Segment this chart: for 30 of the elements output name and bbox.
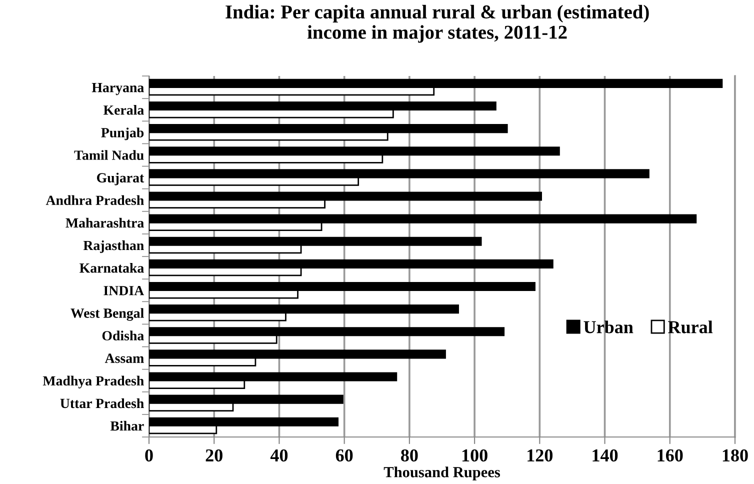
legend-label: Rural: [668, 320, 713, 334]
y-tick-label: Tamil Nadu: [74, 150, 144, 160]
chart-title: India: Per capita annual rural & urban (estimated) income in major states, 2011-12: [226, 4, 649, 43]
y-tick-label: Punjab: [101, 128, 144, 140]
y-tick-label: Rajasthan: [83, 240, 144, 253]
x-tick-label: 180: [722, 449, 748, 462]
x-tick-label: 40: [270, 449, 288, 462]
y-tick-label: West Bengal: [70, 308, 144, 321]
x-tick-label: 20: [206, 449, 222, 462]
y-tick-label: Odisha: [102, 330, 144, 340]
x-tick-label: 0: [145, 449, 153, 462]
x-tick-label: 140: [592, 449, 618, 462]
x-tick-label: 100: [462, 449, 488, 462]
x-tick-label: 60: [336, 449, 353, 462]
y-tick-label: INDIA: [104, 286, 144, 296]
y-tick-label: Kerala: [103, 105, 144, 115]
y-tick-label: Assam: [104, 354, 144, 363]
y-tick-label: Maharashtra: [66, 218, 144, 228]
y-tick-label: Madhya Pradesh: [42, 376, 144, 388]
y-tick-label: Uttar Pradesh: [60, 398, 144, 408]
x-tick-label: 160: [658, 449, 683, 462]
legend-label: Urban: [584, 320, 634, 334]
x-axis-title: Thousand Rupees: [384, 466, 500, 480]
y-tick-label: Bihar: [110, 420, 144, 431]
x-tick-label: 80: [401, 449, 418, 462]
y-tick-label: Karnataka: [80, 262, 144, 273]
y-tick-label: Gujarat: [96, 172, 144, 186]
x-tick-label: 120: [528, 449, 553, 462]
y-tick-label: Haryana: [92, 82, 144, 96]
y-tick-label: Andhra Pradesh: [46, 195, 144, 206]
